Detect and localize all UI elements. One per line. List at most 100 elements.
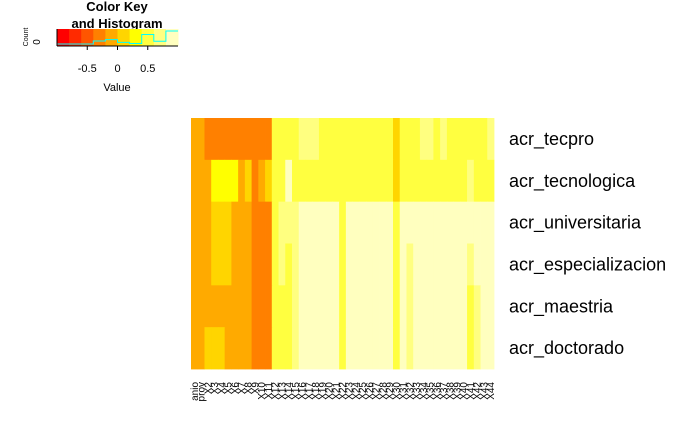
heatmap-cell	[433, 118, 441, 161]
heatmap-cell	[318, 327, 327, 370]
heatmap-cell	[238, 285, 246, 328]
heatmap-cell	[487, 285, 495, 328]
heatmap-cell	[191, 327, 199, 370]
heatmap-cell	[487, 159, 495, 203]
heatmap-cell	[453, 327, 461, 370]
heatmap-cell	[399, 285, 407, 328]
color-key-histogram	[57, 30, 178, 45]
heatmap-cell	[312, 118, 320, 161]
heatmap-cell	[379, 201, 387, 244]
heatmap-cell	[386, 159, 394, 203]
heatmap-cell	[379, 243, 387, 286]
heatmap-cell	[251, 159, 259, 203]
heatmap-cell	[244, 118, 252, 161]
heatmap-cell	[359, 243, 367, 286]
heatmap-cell	[298, 285, 306, 328]
heatmap-cell	[278, 327, 286, 370]
heatmap-cell	[211, 201, 219, 244]
heatmap-cell	[238, 159, 246, 203]
heatmap-cell	[305, 285, 313, 328]
heatmap-cell	[224, 159, 232, 203]
heatmap-cell	[480, 243, 488, 286]
row-label: acr_tecpro	[509, 129, 594, 150]
heatmap-cell	[244, 327, 252, 370]
heatmap-cell	[419, 159, 428, 203]
column-label: X31	[399, 382, 410, 400]
heatmap-cell	[339, 201, 347, 244]
heatmap-cell	[372, 285, 380, 328]
heatmap-cell	[406, 243, 414, 286]
heatmap-cell	[305, 201, 313, 244]
heatmap-cell	[204, 159, 212, 203]
heatmap-cell	[325, 285, 333, 328]
heatmap-cell	[426, 159, 434, 203]
heatmap-cell	[217, 159, 226, 203]
column-label: X24	[351, 382, 362, 400]
column-label: X30	[392, 382, 403, 400]
column-label: X44	[486, 382, 497, 400]
column-label: X17	[304, 382, 315, 400]
heatmap-cell	[467, 159, 475, 203]
heatmap-cell	[325, 159, 333, 203]
heatmap-cell	[352, 159, 360, 203]
heatmap-cell	[224, 243, 232, 286]
heatmap-cell	[433, 327, 441, 370]
column-label: X9	[250, 382, 261, 395]
heatmap-cell	[345, 285, 353, 328]
heatmap-cell	[204, 243, 212, 286]
column-label: X36	[432, 382, 443, 400]
heatmap-cell	[352, 243, 360, 286]
heatmap-cell	[238, 327, 246, 370]
color-key-band	[165, 29, 179, 46]
heatmap-cell	[251, 243, 259, 286]
heatmap-cell	[332, 201, 340, 244]
heatmap-cell	[419, 285, 428, 328]
heatmap-cell	[386, 285, 394, 328]
heatmap-cell	[473, 159, 481, 203]
column-label: X21	[331, 382, 342, 400]
heatmap-cell	[379, 327, 387, 370]
heatmap-cell	[433, 159, 441, 203]
column-label: X4	[217, 382, 228, 395]
heatmap-cell	[285, 243, 293, 286]
column-label: X39	[452, 382, 463, 400]
row-label: acr_maestria	[509, 296, 614, 317]
color-key-y-tick-label: 0	[32, 39, 43, 45]
heatmap-cell	[244, 285, 252, 328]
heatmap-cell	[211, 285, 219, 328]
heatmap-cell	[372, 159, 380, 203]
column-label: X14	[284, 382, 295, 400]
heatmap-cell	[285, 327, 293, 370]
color-key-y-label: Count	[23, 28, 30, 47]
row-labels: acr_tecpro acr_tecnologica acr_universitar…	[509, 129, 666, 359]
heatmap-cell	[366, 327, 374, 370]
heatmap-cell	[204, 285, 212, 328]
heatmap-cell	[265, 243, 273, 286]
heatmap-cell	[285, 159, 293, 203]
heatmap-cell	[366, 285, 374, 328]
heatmap-cell	[312, 285, 320, 328]
heatmap-cell	[231, 243, 239, 286]
heatmap-cell	[372, 243, 380, 286]
heatmap-cell	[446, 285, 454, 328]
heatmap-cell	[352, 201, 360, 244]
heatmap-cell	[440, 285, 448, 328]
color-key-x-label: Value	[103, 82, 130, 94]
column-label: X18	[311, 382, 322, 400]
column-label: X2	[203, 382, 214, 395]
heatmap-cell	[406, 118, 414, 161]
heatmap-cell	[332, 243, 340, 286]
heatmap-cell	[251, 118, 259, 161]
heatmap-cell	[265, 118, 273, 161]
heatmap-cell	[231, 159, 239, 203]
heatmap-cell	[298, 327, 306, 370]
column-label: anio	[190, 382, 201, 401]
column-label: X42	[473, 382, 484, 400]
color-key-x-tick-label: 0.5	[140, 63, 155, 75]
heatmap-cell	[191, 243, 199, 286]
heatmap-cell	[379, 118, 387, 161]
heatmap-cell	[197, 159, 205, 203]
column-label: X6	[230, 382, 241, 395]
heatmap-cell	[298, 118, 306, 161]
heatmap-cell	[292, 285, 300, 328]
